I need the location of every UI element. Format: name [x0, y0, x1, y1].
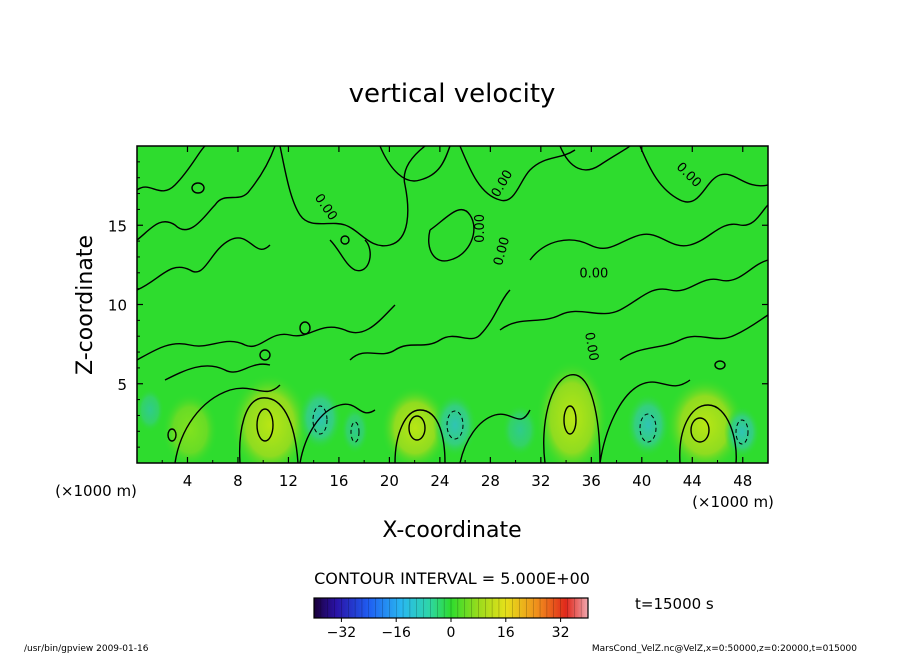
x-tick-label: 36: [582, 472, 601, 490]
colorbar-ticks: −32 −16 0 16 32: [327, 618, 570, 641]
contour-loop: [563, 405, 577, 435]
contour-loop: [340, 235, 350, 245]
downdraft-cell: [724, 406, 760, 458]
colorbar: −32 −16 0 16 32: [313, 597, 589, 641]
x-tick-label: 48: [733, 472, 752, 490]
chart-title: vertical velocity: [349, 79, 556, 109]
footer-left: /usr/bin/gpview 2009-01-16: [24, 644, 149, 654]
x-tick-label: 24: [430, 472, 449, 490]
negative-contour: [446, 410, 464, 440]
x-tick-label: 8: [233, 472, 243, 490]
contour-loops: [167, 182, 726, 443]
contour-label: 0.00: [491, 235, 513, 267]
colorbar-tick-label: −32: [327, 625, 357, 641]
x-axis-label: X-coordinate: [382, 518, 521, 543]
x-tick-label: 16: [329, 472, 348, 490]
x-tick-label: 4: [183, 472, 193, 490]
x-axis: 4 8 12 16 20 24 28 32 36 40 44 48: [161, 146, 752, 490]
updraft-cell: [536, 360, 608, 463]
plot-area: 0.000.000.000.000.000.000.00: [136, 145, 769, 464]
colorbar-tick-label: −16: [381, 625, 411, 641]
contour-loop: [299, 321, 311, 335]
x-tick-label: 40: [632, 472, 651, 490]
x-tick-label: 32: [531, 472, 550, 490]
negative-contours: [312, 405, 749, 445]
negative-contour: [312, 405, 328, 435]
contour-loop: [690, 417, 710, 443]
downdraft-cell: [502, 404, 538, 456]
x-tick-label: 28: [481, 472, 500, 490]
downdraft-cell: [137, 388, 164, 432]
contour-label: 0.00: [581, 331, 601, 362]
y-tick-label: 5: [117, 376, 127, 394]
x-tick-label: 44: [683, 472, 702, 490]
downdraft-cell: [626, 393, 670, 457]
updraft-cell: [381, 386, 449, 463]
updraft-cell: [230, 373, 310, 463]
contour-loop: [167, 428, 177, 442]
contour-loop: [259, 349, 271, 361]
x-tick-label: 20: [380, 472, 399, 490]
y-axis: 5 10 15: [108, 161, 768, 448]
colorbar-tick-label: 0: [447, 625, 456, 641]
contour-loop: [191, 182, 205, 194]
contour-loop: [714, 360, 726, 370]
contour-loop: [256, 408, 274, 442]
contour-lines: [137, 146, 768, 463]
y-tick-label: 10: [108, 297, 127, 315]
time-label: t=15000 s: [635, 595, 714, 613]
y-axis-label: Z-coordinate: [73, 235, 98, 375]
contour-label: 0.00: [579, 267, 608, 282]
contour-interval-text: CONTOUR INTERVAL = 5.000E+00: [314, 569, 590, 588]
x-unit-label-left: (×1000 m): [55, 482, 137, 500]
colorbar-tick-label: 32: [552, 625, 570, 641]
footer-right: MarsCond_VelZ.nc@VelZ,x=0:50000,z=0:2000…: [592, 644, 857, 654]
y-tick-label: 15: [108, 217, 127, 235]
contour-label: 0.00: [473, 214, 488, 243]
contour-loop: [408, 415, 426, 441]
colorbar-tick-label: 16: [497, 625, 515, 641]
negative-contour: [735, 419, 749, 445]
x-tick-label: 12: [279, 472, 298, 490]
negative-contour: [639, 413, 657, 443]
x-unit-label-right: (×1000 m): [692, 493, 774, 511]
negative-contour: [350, 421, 360, 443]
updraft-cell: [162, 392, 218, 463]
downdraft-cell: [341, 406, 369, 454]
